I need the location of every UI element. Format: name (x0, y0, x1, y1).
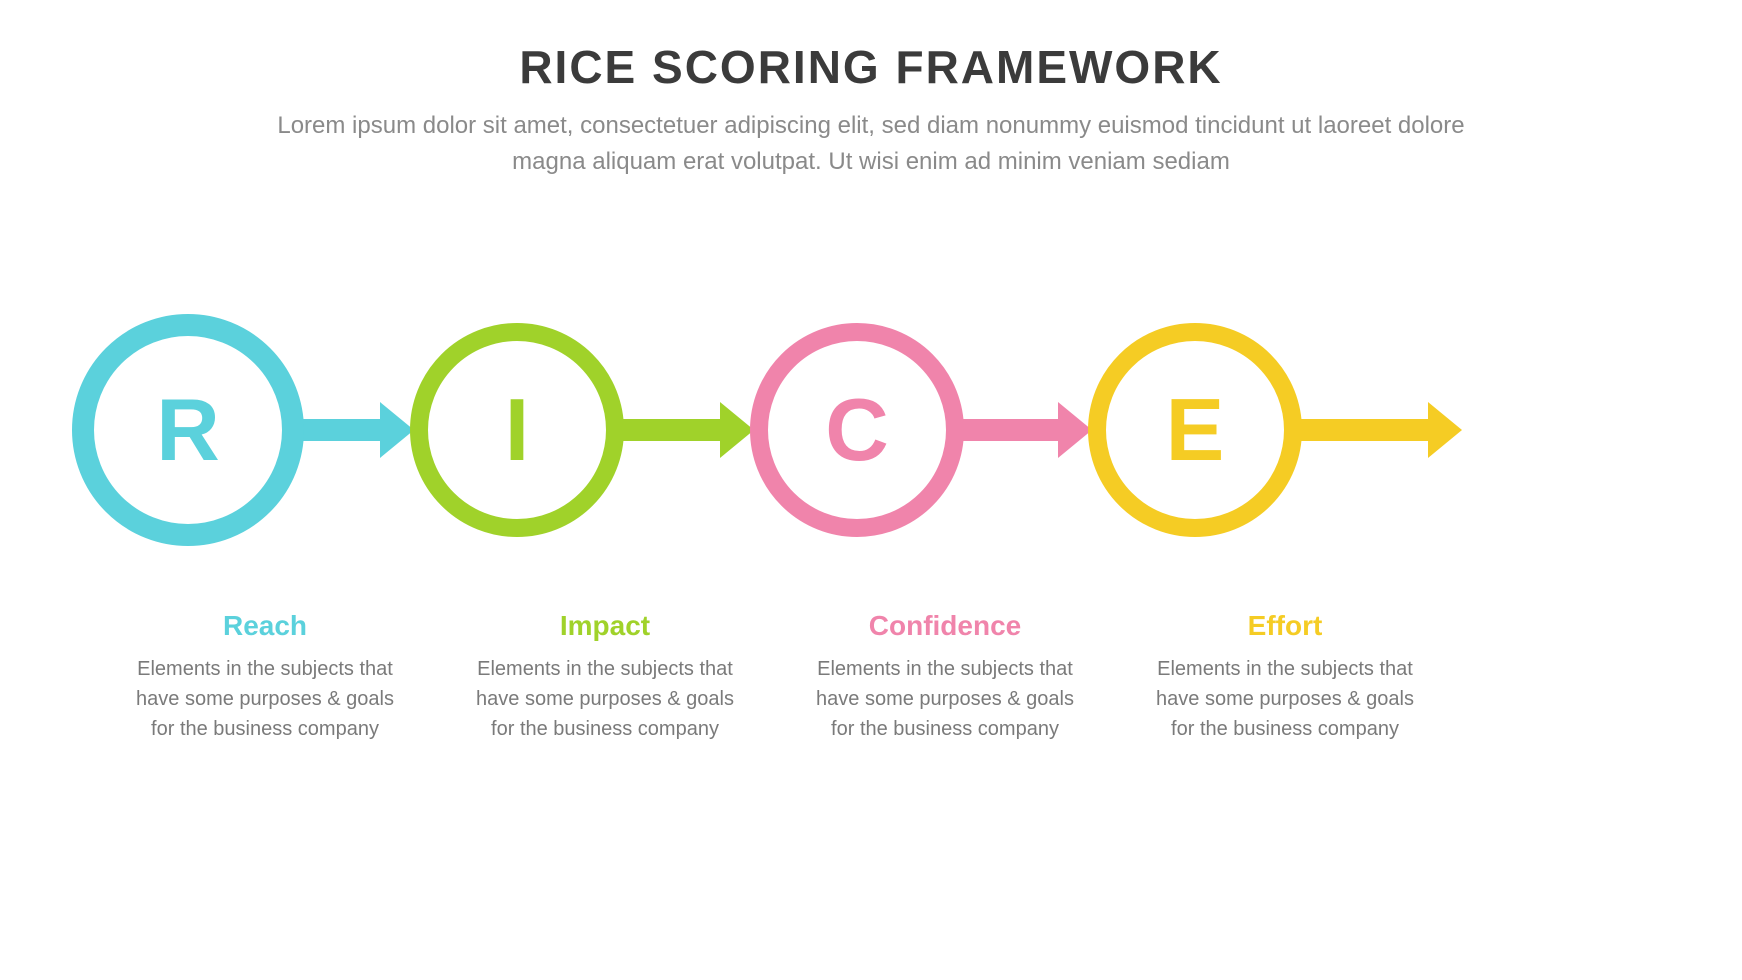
desc-body: Elements in the subjects that have some … (125, 654, 405, 744)
desc-body: Elements in the subjects that have some … (805, 654, 1085, 744)
flow-node-i: I (410, 323, 624, 537)
flow-letter: I (505, 379, 529, 481)
header: RICE SCORING FRAMEWORK Lorem ipsum dolor… (0, 0, 1742, 180)
arrow-head-icon (720, 402, 754, 458)
arrow-head-icon (1058, 402, 1092, 458)
flow-node-e: E (1088, 323, 1302, 537)
page-subtitle: Lorem ipsum dolor sit amet, consectetuer… (246, 108, 1496, 180)
desc-title: Impact (465, 610, 745, 642)
flow-letter: R (156, 379, 220, 481)
arrow-head-icon (1428, 402, 1462, 458)
flow-circle: R (72, 314, 304, 546)
desc-block-effort: Effort Elements in the subjects that have… (1115, 610, 1455, 744)
desc-body: Elements in the subjects that have some … (1145, 654, 1425, 744)
desc-title: Confidence (805, 610, 1085, 642)
flow-letter: E (1166, 379, 1225, 481)
flow-letter: C (825, 379, 889, 481)
flow-node-r: R (72, 314, 304, 546)
flow-circle: I (410, 323, 624, 537)
flow-diagram: RICE (0, 300, 1742, 560)
arrow-head-icon (380, 402, 414, 458)
desc-title: Reach (125, 610, 405, 642)
desc-block-reach: Reach Elements in the subjects that have … (95, 610, 435, 744)
page-title: RICE SCORING FRAMEWORK (0, 40, 1742, 94)
desc-title: Effort (1145, 610, 1425, 642)
flow-circle: C (750, 323, 964, 537)
desc-block-confidence: Confidence Elements in the subjects that … (775, 610, 1115, 744)
flow-node-c: C (750, 323, 964, 537)
desc-body: Elements in the subjects that have some … (465, 654, 745, 744)
flow-circle: E (1088, 323, 1302, 537)
desc-block-impact: Impact Elements in the subjects that have… (435, 610, 775, 744)
